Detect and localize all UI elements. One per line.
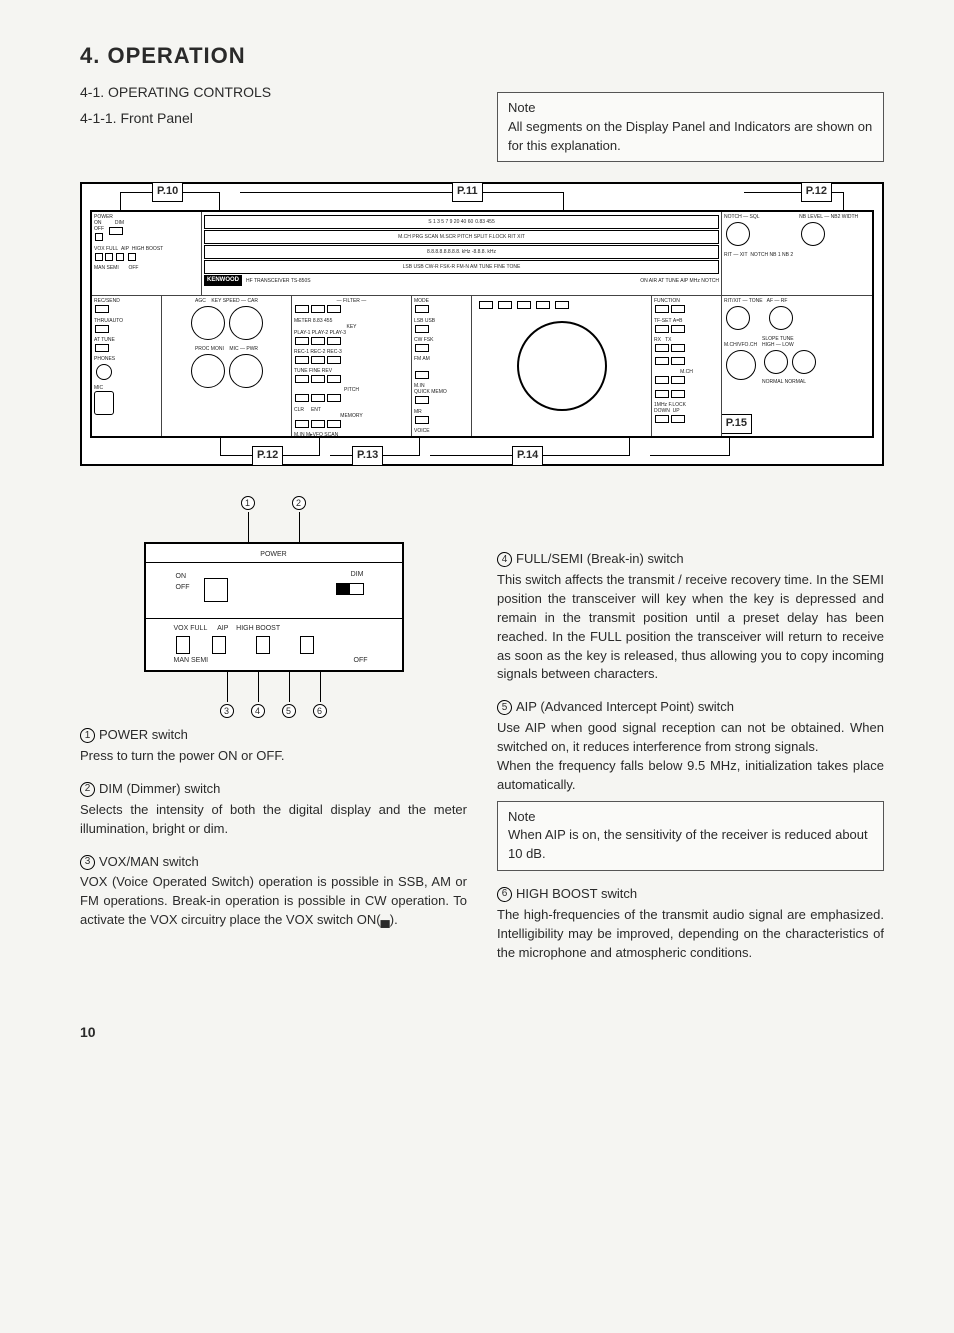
sd-off: OFF: [176, 583, 190, 593]
play3: PLAY-3: [330, 330, 346, 336]
min: M.IN: [294, 432, 305, 437]
sd-man-semi: MAN SEMI: [174, 657, 209, 664]
display-freq: 8.8.8.8.8.8.8.8. kHz -8.8.8. kHz: [204, 245, 719, 259]
dim-label: DIM: [108, 220, 124, 226]
rit-xit-label: RIT — XIT: [724, 252, 748, 258]
voice: VOICE: [414, 428, 469, 434]
front-panel-diagram: P.10 P.11 P.12 P.12 P.13 P.14 P.15 POWER…: [80, 182, 884, 466]
a455: 455: [324, 318, 332, 324]
item-4-head: 4FULL/SEMI (Break-in) switch: [497, 550, 884, 569]
p10-label: P.10: [152, 182, 183, 202]
meter-btn: [295, 305, 309, 313]
aip-note-box: Note When AIP is on, the sensitivity of …: [497, 801, 884, 872]
section-title: 4. OPERATION: [80, 40, 884, 72]
subsection-1: 4-1. OPERATING CONTROLS: [80, 82, 467, 102]
note-body: All segments on the Display Panel and In…: [508, 118, 873, 156]
display-row2: LSB USB CW-R FSK-R FM-N AM TUNE FINE TON…: [204, 260, 719, 274]
page-number: 10: [80, 1022, 884, 1042]
high-boost-label: HIGH BOOST: [132, 246, 163, 252]
proc-moni-label: PROC MONI: [195, 346, 224, 352]
sd-power: POWER: [260, 550, 286, 560]
scan: SCAN: [324, 432, 338, 437]
callout-5: 5: [282, 704, 296, 718]
at-tune-label: AT TUNE: [94, 337, 159, 343]
callout-4: 4: [251, 704, 265, 718]
kenwood-logo: KENWOOD: [204, 275, 242, 286]
clr: CLR: [294, 407, 304, 413]
off2-label: OFF: [128, 265, 138, 271]
item-5-body2: When the frequency falls below 9.5 MHz, …: [497, 757, 884, 795]
high-low-label: HIGH — LOW: [762, 342, 818, 348]
meter-strip: S 1 3 5 7 9 20 40 600.83 455: [204, 215, 719, 229]
tfset: TF-SET: [654, 318, 672, 324]
item-6-body: The high-frequencies of the transmit aud…: [497, 906, 884, 963]
af-rf-label: AF — RF: [767, 298, 795, 304]
item-1-body: Press to turn the power ON or OFF.: [80, 747, 467, 766]
nb1-label: NB 1: [769, 252, 780, 258]
item-5-body1: Use AIP when good signal reception can n…: [497, 719, 884, 757]
aip-label: AIP: [121, 246, 129, 252]
callout-1: 1: [241, 496, 255, 510]
vox-full-label: VOX FULL: [94, 246, 118, 252]
item-3-body: VOX (Voice Operated Switch) operation is…: [80, 873, 467, 930]
play1: PLAY-1: [294, 330, 310, 336]
item-5-head: 5AIP (Advanced Intercept Point) switch: [497, 698, 884, 717]
sd-vox-full: VOX FULL: [174, 625, 208, 632]
nb-level-label: NB LEVEL — NB2 WIDTH: [799, 214, 858, 220]
note-title: Note: [508, 99, 873, 118]
item-2-body: Selects the intensity of both the digita…: [80, 801, 467, 839]
aip-note-body: When AIP is on, the sensitivity of the r…: [508, 826, 873, 864]
meter-label: METER: [294, 318, 312, 324]
sd-dim: DIM: [336, 570, 364, 580]
item-2-head: 2DIM (Dimmer) switch: [80, 780, 467, 799]
callout-3: 3: [220, 704, 234, 718]
ritxit-tone-label: RIT/XIT — TONE: [724, 298, 763, 304]
item-4-body: This switch affects the transmit / recei…: [497, 571, 884, 684]
off-label: OFF: [94, 226, 104, 232]
notch-sql-label: NOTCH — SQL: [724, 214, 793, 220]
sd-high-boost: HIGH BOOST: [236, 625, 280, 632]
p12b-label: P.12: [252, 446, 283, 466]
callout-2: 2: [292, 496, 306, 510]
display-row1: M.CH PRG SCAN M.SCR PITCH SPLIT F.LOCK R…: [204, 230, 719, 244]
b83: 8.83: [313, 318, 323, 324]
switch-detail-diagram: 1 2 POWER ON OFF DIM VOX FULL: [144, 512, 404, 702]
top-note-box: Note All segments on the Display Panel a…: [497, 92, 884, 163]
mic-pwr-label: MIC — PWR: [229, 346, 258, 352]
aip-note-title: Note: [508, 808, 873, 827]
sd-on: ON: [176, 572, 190, 582]
sd-off2: OFF: [354, 657, 368, 664]
phones-label: PHONES: [94, 356, 159, 362]
ent: ENT: [311, 407, 321, 413]
play2: PLAY-2: [312, 330, 328, 336]
p11-label: P.11: [452, 182, 483, 202]
mvfo: M▸VFO: [306, 432, 323, 437]
notch2-label: NOTCH: [750, 252, 768, 258]
p13-label: P.13: [352, 446, 383, 466]
item-6-head: 6HIGH BOOST switch: [497, 885, 884, 904]
display-sub: ON AIR AT TUNE AIP MHz NOTCH: [640, 278, 719, 284]
p12a-label: P.12: [801, 182, 832, 202]
item-3-head: 3VOX/MAN switch: [80, 853, 467, 872]
subsection-2: 4-1-1. Front Panel: [80, 108, 467, 128]
normal-label: NORMAL NORMAL: [762, 379, 818, 385]
p14-label: P.14: [512, 446, 543, 466]
ab: A=B: [673, 318, 683, 324]
mch-vfo-label: M.CH/VFO.CH: [724, 342, 758, 348]
transceiver-label: HF TRANSCEIVER TS-850S: [246, 278, 311, 284]
nb2-label: NB 2: [782, 252, 793, 258]
man-semi-label: MAN SEMI: [94, 265, 119, 271]
callout-6: 6: [313, 704, 327, 718]
thru-auto-label: THRU/AUTO: [94, 318, 159, 324]
rec-send-label: REC/SEND: [94, 298, 159, 304]
sd-aip: AIP: [217, 625, 228, 632]
item-1-head: 1POWER switch: [80, 726, 467, 745]
